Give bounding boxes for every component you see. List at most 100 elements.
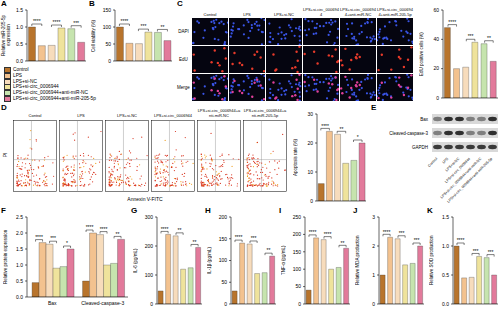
svg-text:***: *** xyxy=(251,235,257,241)
svg-text:50: 50 xyxy=(221,279,227,285)
html-text:A: A xyxy=(1,0,7,8)
svg-text:100: 100 xyxy=(293,266,302,272)
svg-text:0.5: 0.5 xyxy=(442,272,449,278)
svg-text:0: 0 xyxy=(298,301,301,307)
svg-text:150: 150 xyxy=(103,7,112,13)
svg-text:*: * xyxy=(66,240,68,246)
svg-text:150: 150 xyxy=(293,249,302,255)
svg-text:**: ** xyxy=(267,247,271,253)
svg-text:*: * xyxy=(357,134,359,140)
svg-text:150: 150 xyxy=(219,236,228,242)
svg-text:20: 20 xyxy=(307,140,313,146)
svg-text:****: **** xyxy=(235,234,243,240)
svg-text:**: ** xyxy=(116,231,120,237)
svg-text:0: 0 xyxy=(372,301,375,307)
svg-text:3: 3 xyxy=(372,214,375,220)
svg-text:50: 50 xyxy=(295,283,301,289)
svg-text:Bax: Bax xyxy=(420,117,429,122)
svg-text:**: ** xyxy=(178,227,182,233)
svg-text:0.5: 0.5 xyxy=(16,278,23,284)
svg-text:LPS: LPS xyxy=(442,156,450,164)
html-text:LPS+si-circ_0006944+anti-miR-N: LPS+si-circ_0006944+anti-miR-NC xyxy=(340,7,376,17)
svg-text:****: **** xyxy=(457,237,465,243)
svg-text:***: *** xyxy=(73,20,79,26)
html-text:LPS+si-circ_0006944+anti-miR-2: LPS+si-circ_0006944+anti-miR-205-5p xyxy=(377,7,413,17)
svg-text:100: 100 xyxy=(103,24,112,30)
svg-text:Bax: Bax xyxy=(48,300,57,306)
svg-text:100: 100 xyxy=(145,272,154,278)
svg-text:****: **** xyxy=(324,231,332,237)
svg-text:****: **** xyxy=(448,19,456,25)
svg-text:0: 0 xyxy=(224,301,227,307)
html-text:G: G xyxy=(131,206,138,215)
svg-text:***: *** xyxy=(414,237,420,243)
svg-text:200: 200 xyxy=(219,214,228,220)
html-text:LPS: LPS xyxy=(13,72,23,78)
svg-text:**: ** xyxy=(193,239,197,245)
svg-text:1.5: 1.5 xyxy=(16,7,23,13)
svg-text:2.0: 2.0 xyxy=(16,230,23,236)
svg-text:****: **** xyxy=(35,234,43,240)
svg-text:Control: Control xyxy=(427,157,438,168)
svg-text:2.5: 2.5 xyxy=(16,214,23,220)
svg-text:***: *** xyxy=(468,33,474,39)
svg-text:GAPDH: GAPDH xyxy=(412,145,428,150)
svg-text:****: **** xyxy=(53,19,61,25)
svg-text:0.0: 0.0 xyxy=(16,294,23,300)
svg-text:0.5: 0.5 xyxy=(16,41,23,47)
svg-text:***: *** xyxy=(399,230,405,236)
svg-text:****: **** xyxy=(161,226,169,232)
svg-text:**: ** xyxy=(339,126,343,132)
html-text:LPS+si-circ_0006944+anti-miR-2: LPS+si-circ_0006944+anti-miR-205-5p xyxy=(243,108,287,118)
svg-text:0.0: 0.0 xyxy=(16,58,23,64)
svg-text:0: 0 xyxy=(150,301,153,307)
svg-text:Cleaved-caspase-3: Cleaved-caspase-3 xyxy=(81,300,124,306)
svg-text:****: **** xyxy=(86,224,94,230)
svg-text:0: 0 xyxy=(108,58,111,64)
svg-text:0.0: 0.0 xyxy=(442,301,449,307)
svg-text:10: 10 xyxy=(307,169,313,175)
svg-text:LPS+si-NC: LPS+si-NC xyxy=(444,156,461,173)
svg-text:***: *** xyxy=(141,23,147,29)
svg-text:1.5: 1.5 xyxy=(16,246,23,252)
svg-text:2: 2 xyxy=(372,243,375,249)
svg-text:0: 0 xyxy=(436,95,439,101)
svg-text:50: 50 xyxy=(105,41,111,47)
svg-text:LPS+si-circ_0006944+anti-miR-2: LPS+si-circ_0006944+anti-miR-205-5p xyxy=(446,157,492,204)
svg-text:1.5: 1.5 xyxy=(442,214,449,220)
svg-text:250: 250 xyxy=(293,214,302,220)
svg-text:Cleaved-caspase-3: Cleaved-caspase-3 xyxy=(389,131,428,136)
svg-text:1: 1 xyxy=(372,272,375,278)
svg-text:30: 30 xyxy=(307,111,313,117)
html-text:H: H xyxy=(205,206,211,215)
html-text:B: B xyxy=(89,0,95,8)
svg-text:****: **** xyxy=(383,229,391,235)
svg-text:200: 200 xyxy=(293,231,302,237)
svg-text:****: **** xyxy=(309,229,317,235)
svg-text:***: *** xyxy=(488,249,492,255)
svg-text:40: 40 xyxy=(433,36,439,42)
svg-text:1.0: 1.0 xyxy=(442,243,449,249)
svg-text:**: ** xyxy=(487,35,491,41)
svg-text:**: ** xyxy=(160,24,164,30)
svg-text:200: 200 xyxy=(145,243,154,249)
svg-text:****: **** xyxy=(33,18,41,24)
html-text:LPS+si-circ_0006944: LPS+si-circ_0006944 xyxy=(303,7,339,17)
svg-text:***: *** xyxy=(50,235,56,241)
svg-text:100: 100 xyxy=(219,257,228,263)
svg-text:1.0: 1.0 xyxy=(16,24,23,30)
svg-text:0: 0 xyxy=(310,198,313,204)
svg-text:****: **** xyxy=(321,123,329,129)
svg-text:20: 20 xyxy=(433,65,439,71)
svg-text:**: ** xyxy=(341,240,345,246)
svg-text:****: **** xyxy=(121,18,129,24)
svg-text:***: *** xyxy=(473,248,479,254)
html-text:LPS+si-circ_0006944+anti-miR-N: LPS+si-circ_0006944+anti-miR-NC xyxy=(197,108,241,118)
svg-text:300: 300 xyxy=(145,214,154,220)
svg-text:****: **** xyxy=(100,226,108,232)
svg-text:60: 60 xyxy=(433,7,439,13)
svg-text:1.0: 1.0 xyxy=(16,262,23,268)
svg-text:LPS+si-circ_0006944+anti-miR-N: LPS+si-circ_0006944+anti-miR-NC xyxy=(440,157,483,200)
html-text:Relative miR-205-5p expression: Relative miR-205-5p expression xyxy=(0,15,11,56)
html-text:K: K xyxy=(427,206,433,215)
